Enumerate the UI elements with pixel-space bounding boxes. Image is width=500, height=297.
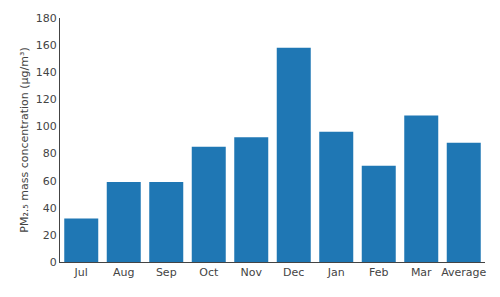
svg-text:Feb: Feb — [369, 266, 388, 279]
svg-text:160: 160 — [36, 39, 57, 52]
svg-text:40: 40 — [43, 202, 57, 215]
svg-text:Nov: Nov — [241, 266, 263, 279]
svg-text:Aug: Aug — [113, 266, 134, 279]
svg-text:60: 60 — [43, 175, 57, 188]
svg-text:Average: Average — [441, 266, 486, 279]
svg-text:PM₂.₅ mass concentration (μg/m: PM₂.₅ mass concentration (μg/m³) — [18, 47, 31, 232]
svg-text:Dec: Dec — [283, 266, 304, 279]
svg-text:80: 80 — [43, 147, 57, 160]
svg-text:Sep: Sep — [156, 266, 177, 279]
svg-text:180: 180 — [36, 12, 57, 25]
svg-text:120: 120 — [36, 93, 57, 106]
svg-text:0: 0 — [50, 256, 57, 269]
svg-text:20: 20 — [43, 229, 57, 242]
svg-text:Jan: Jan — [327, 266, 345, 279]
svg-text:100: 100 — [36, 120, 57, 133]
svg-text:Jul: Jul — [74, 266, 88, 279]
svg-text:140: 140 — [36, 66, 57, 79]
svg-text:Oct: Oct — [199, 266, 219, 279]
svg-text:Mar: Mar — [411, 266, 432, 279]
